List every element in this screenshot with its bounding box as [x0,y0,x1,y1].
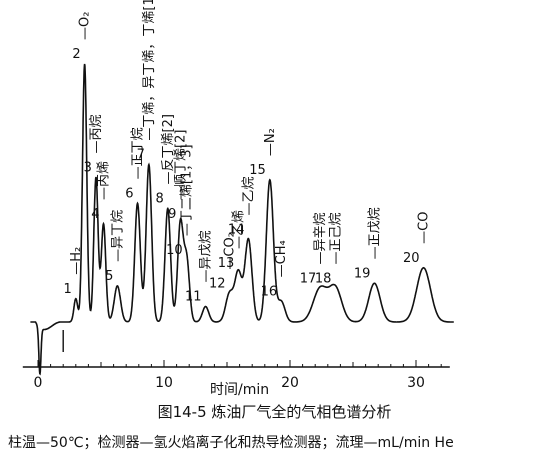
peak-label-group: 10 —丁二烯[1，3] [166,144,195,258]
peak-name: —CH₄ [274,240,289,277]
peak-label-group: 13 —乙烯 [218,210,247,271]
peak-number: 16 [261,284,278,299]
x-tick-label: 10 [155,375,173,391]
peak-number: 9 [168,207,176,222]
axes [22,330,450,368]
peak-number: 10 [166,243,183,258]
peak-name: —乙烯 [231,210,246,249]
peak-label-group: 12 —CO₂ [209,232,238,292]
peak-label-group: 17 —异辛烷 [300,212,329,286]
peak-name: —CO₂ [223,232,238,270]
peak-label-group: 9 —顺丁烯[2] [168,130,188,222]
x-axis-label: 时间/min [210,382,269,398]
peak-number: 12 [209,277,226,292]
x-tick-label: 0 [34,375,43,391]
peak-label-group: 8 —反丁烯[2] [155,114,175,206]
peak-name: —正戊烷 [367,207,382,259]
peak-name: —CO [417,212,432,244]
peak-number: 8 [155,191,163,206]
peak-name: —反丁烯[2] [161,114,176,184]
x-tick-label: 30 [407,375,425,391]
peak-label-group: 3 —丙烷 [84,115,104,176]
x-tick-label: 20 [281,375,299,391]
peak-label-group: 19 —正戊烷 [354,207,383,281]
peak-number: 13 [218,256,235,271]
peak-number: 5 [105,269,113,284]
peak-number: 7 [137,148,145,163]
figure-conditions: 柱温—50℃；检测器—氢火焰离子化和热导检测器；流理—mL/min He [8,435,454,451]
peak-name: —正丁烷 [131,127,146,179]
peak-label-group: 7 —丁烯，异丁烯，丁烯[1] [137,0,157,163]
peak-label-group: 11 —异戊烷 [185,231,214,305]
peak-name: —异戊烷 [199,231,214,283]
peak-name: —丙烯 [97,161,112,200]
peak-number: 3 [84,161,92,176]
peak-number: 4 [91,207,99,222]
peak-number: 11 [185,290,202,305]
chromatogram-trace [30,63,454,376]
peak-label-group: 1 —H₂ [64,247,84,297]
peak-name: —异辛烷 [313,212,328,264]
peak-number: 2 [72,47,80,62]
peak-name: —乙烷 [241,176,256,215]
peak-number: 14 [228,222,245,237]
peak-name: —O₂ [78,12,93,40]
peak-name: —丁二烯[1，3] [180,144,195,236]
peak-number: 17 [300,271,317,286]
peak-number: 19 [354,266,371,281]
peak-label-group: 15 —N₂ [249,128,278,178]
figure-title: 图14-5 炼油厂气全的气相色谱分析 [157,403,392,421]
peak-number: 18 [315,271,332,286]
peak-name: —丙烷 [89,115,104,154]
peak-number: 20 [403,251,420,266]
peak-label-group: 2 —O₂ [72,12,92,62]
peak-label-group: 5 —异丁烷 [105,210,125,284]
peak-number: 15 [249,163,266,178]
peak-label-group: 16 —CH₄ [261,240,290,299]
peak-number: 1 [64,282,72,297]
peak-label-group: 6 —正丁烷 [125,127,145,201]
peak-name: —丁烯，异丁烯，丁烯[1] [142,0,157,141]
peak-label-group: 14 —乙烷 [228,176,257,237]
x-ticks: 0 10 20 30 [34,360,442,391]
peak-name: —正己烷 [328,212,343,264]
peak-label-group: 4 —丙烯 [91,161,111,222]
peak-name: —异丁烷 [110,210,125,262]
peak-name: —N₂ [263,128,278,156]
peak-name: —H₂ [69,247,84,275]
peak-name: —顺丁烯[2] [173,130,188,200]
peak-number: 6 [125,186,133,201]
peak-label-group: 20 —CO [403,212,432,266]
peak-label-group: 18 —正己烷 [315,212,344,286]
